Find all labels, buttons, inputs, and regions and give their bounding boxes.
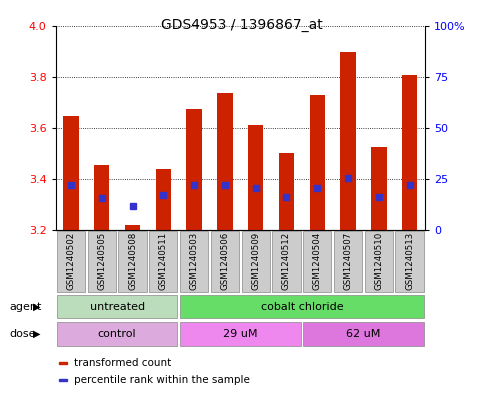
- Bar: [59, 362, 67, 364]
- Text: GSM1240512: GSM1240512: [282, 232, 291, 290]
- Bar: [303, 231, 331, 292]
- Text: GSM1240505: GSM1240505: [97, 232, 106, 290]
- Bar: [180, 231, 208, 292]
- Text: GSM1240502: GSM1240502: [67, 232, 75, 290]
- Bar: [217, 93, 233, 230]
- Bar: [118, 231, 147, 292]
- Text: GDS4953 / 1396867_at: GDS4953 / 1396867_at: [161, 18, 322, 32]
- Text: GSM1240513: GSM1240513: [405, 232, 414, 290]
- Bar: [303, 323, 424, 345]
- Text: GSM1240506: GSM1240506: [220, 232, 229, 290]
- Bar: [63, 116, 79, 230]
- Text: GSM1240509: GSM1240509: [251, 232, 260, 290]
- Bar: [57, 323, 177, 345]
- Bar: [57, 231, 85, 292]
- Bar: [272, 231, 300, 292]
- Text: GSM1240504: GSM1240504: [313, 232, 322, 290]
- Bar: [279, 153, 294, 230]
- Bar: [396, 231, 424, 292]
- Text: control: control: [98, 329, 136, 339]
- Text: 29 uM: 29 uM: [223, 329, 257, 339]
- Bar: [59, 379, 67, 381]
- Bar: [211, 231, 239, 292]
- Text: GSM1240510: GSM1240510: [374, 232, 384, 290]
- Bar: [310, 94, 325, 230]
- Bar: [248, 125, 263, 230]
- Text: untreated: untreated: [89, 301, 145, 312]
- Text: cobalt chloride: cobalt chloride: [260, 301, 343, 312]
- Text: percentile rank within the sample: percentile rank within the sample: [74, 375, 250, 386]
- Bar: [94, 165, 110, 230]
- Bar: [334, 231, 362, 292]
- Bar: [180, 323, 300, 345]
- Text: GSM1240503: GSM1240503: [190, 232, 199, 290]
- Text: dose: dose: [10, 329, 36, 339]
- Bar: [180, 295, 424, 318]
- Text: GSM1240508: GSM1240508: [128, 232, 137, 290]
- Text: transformed count: transformed count: [74, 358, 171, 368]
- Bar: [87, 231, 116, 292]
- Text: ▶: ▶: [32, 329, 40, 339]
- Bar: [186, 108, 202, 230]
- Bar: [57, 295, 177, 318]
- Text: agent: agent: [10, 301, 42, 312]
- Bar: [365, 231, 393, 292]
- Bar: [156, 169, 171, 230]
- Bar: [242, 231, 270, 292]
- Bar: [149, 231, 177, 292]
- Bar: [371, 147, 386, 230]
- Bar: [125, 225, 140, 230]
- Text: GSM1240507: GSM1240507: [343, 232, 353, 290]
- Text: ▶: ▶: [32, 301, 40, 312]
- Text: 62 uM: 62 uM: [346, 329, 381, 339]
- Bar: [341, 52, 356, 230]
- Text: GSM1240511: GSM1240511: [159, 232, 168, 290]
- Bar: [402, 75, 417, 230]
